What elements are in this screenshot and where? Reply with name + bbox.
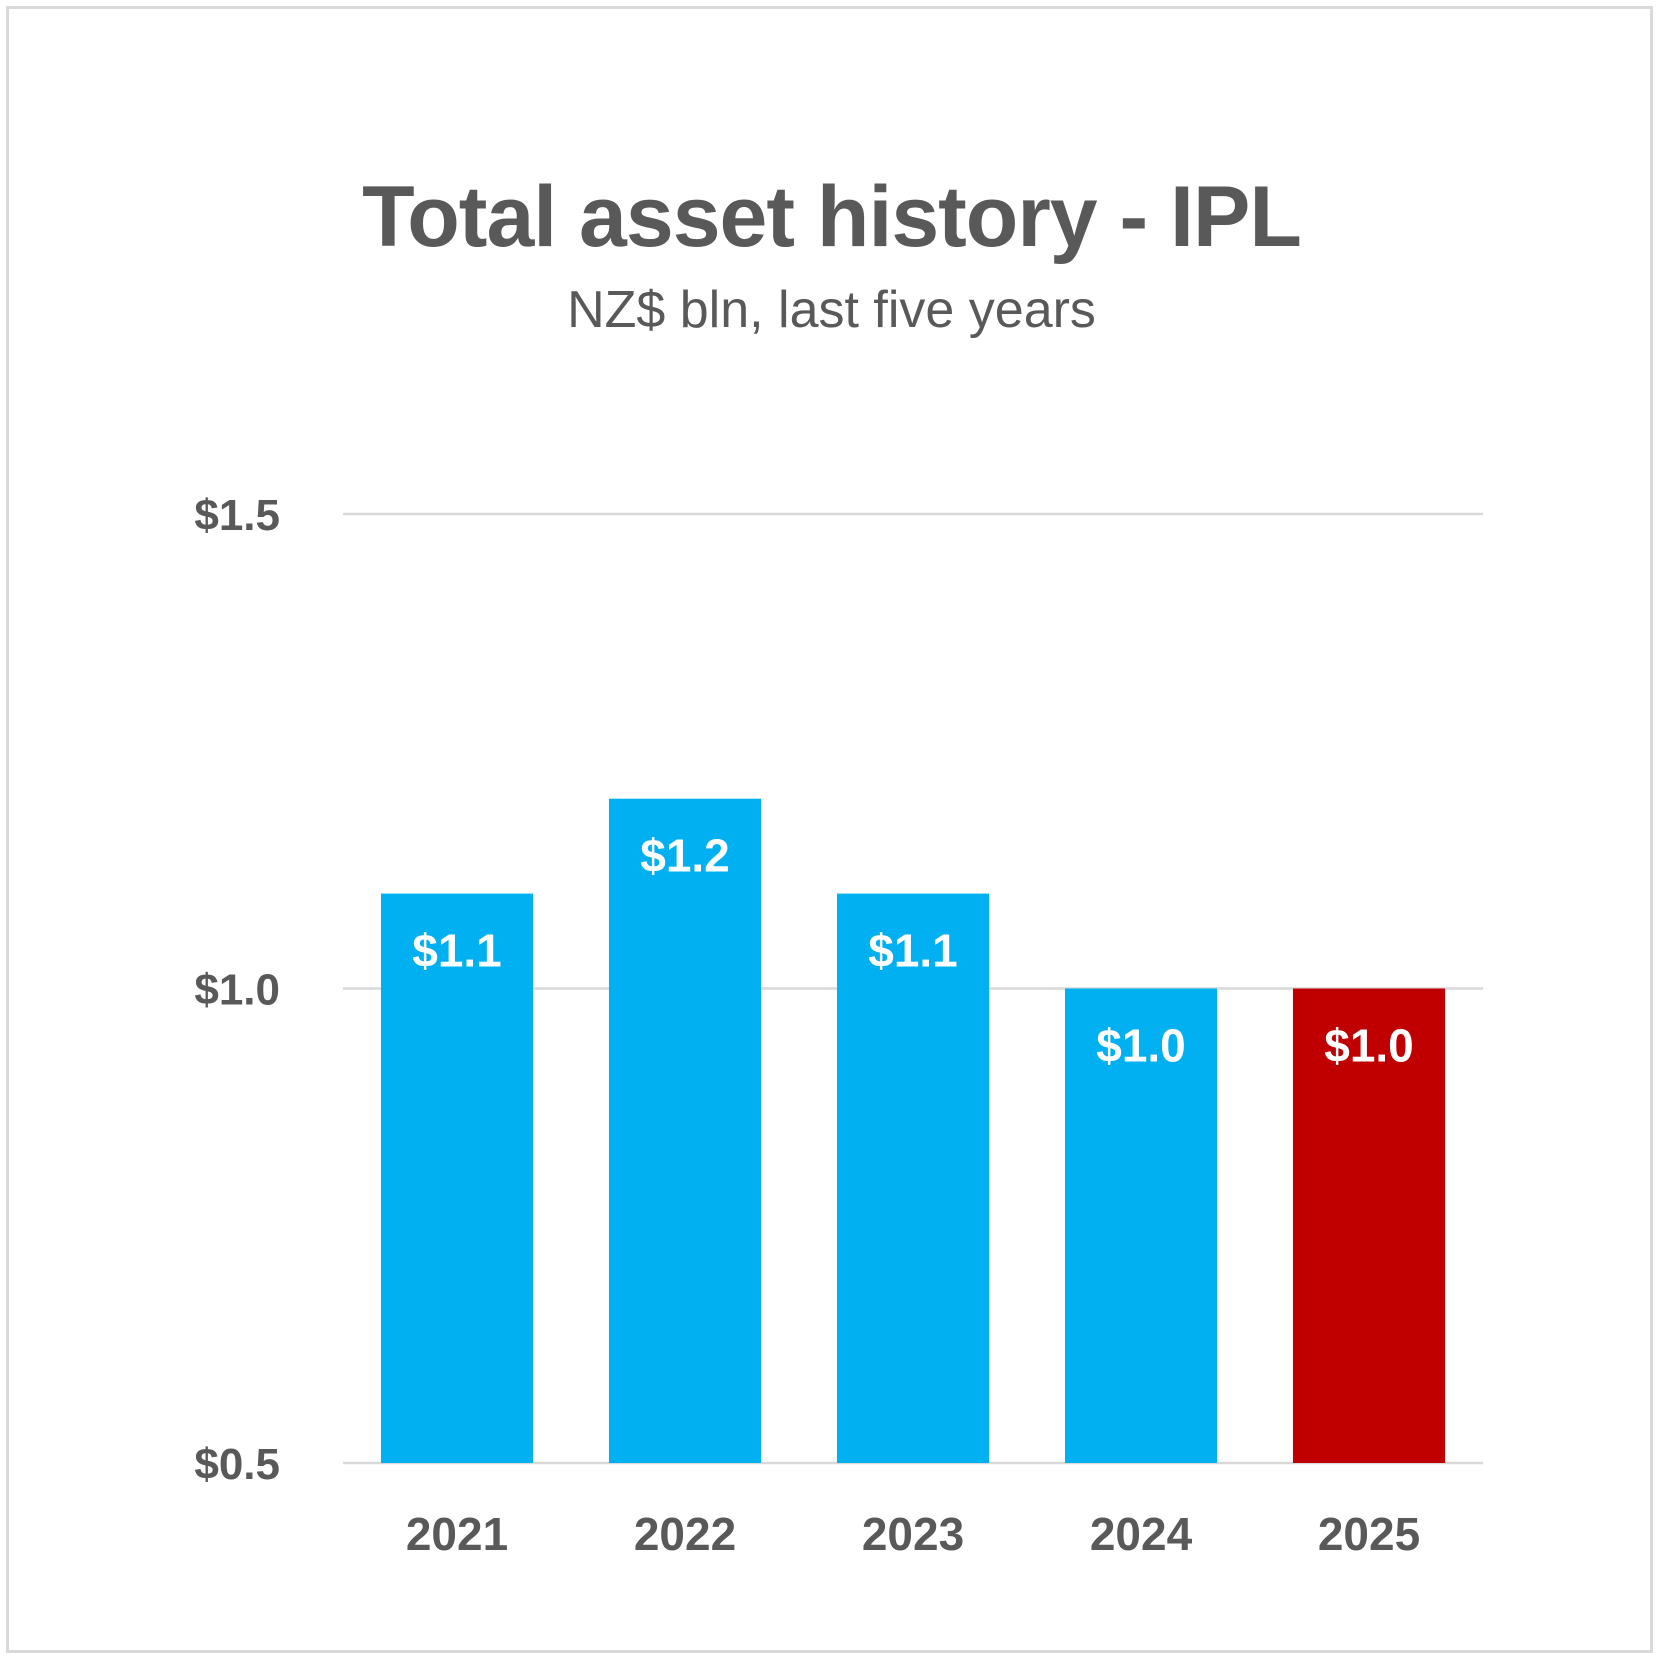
- bar-2025: [1292, 988, 1446, 1463]
- data-label-2021: $1.1: [412, 925, 502, 977]
- bar-2024: [1064, 988, 1218, 1463]
- data-label-2024: $1.0: [1096, 1020, 1186, 1072]
- y-axis-tick-labels: $0.5 $1.0 $1.5: [194, 491, 280, 1489]
- x-axis-category-labels: 2021 2022 2023 2024 2025: [406, 1508, 1420, 1560]
- x-tick-label-2021: 2021: [406, 1508, 508, 1560]
- chart-title: Total asset history - IPL: [362, 169, 1302, 265]
- y-tick-label: $1.0: [194, 966, 280, 1015]
- bar-2021: [380, 893, 534, 1463]
- y-tick-label: $0.5: [194, 1440, 280, 1489]
- data-label-2025: $1.0: [1324, 1020, 1414, 1072]
- x-tick-label-2023: 2023: [862, 1508, 964, 1560]
- bars: [380, 798, 1446, 1463]
- x-tick-label-2025: 2025: [1318, 1508, 1420, 1560]
- chart-subtitle: NZ$ bln, last five years: [567, 281, 1096, 339]
- data-label-2023: $1.1: [868, 925, 958, 977]
- bar-2022: [608, 798, 762, 1463]
- data-label-2022: $1.2: [640, 830, 730, 882]
- y-tick-label: $1.5: [194, 491, 280, 540]
- x-tick-label-2022: 2022: [634, 1508, 736, 1560]
- data-labels: $1.1 $1.2 $1.1 $1.0 $1.0: [412, 830, 1414, 1072]
- bar-2023: [836, 893, 990, 1463]
- x-tick-label-2024: 2024: [1090, 1508, 1193, 1560]
